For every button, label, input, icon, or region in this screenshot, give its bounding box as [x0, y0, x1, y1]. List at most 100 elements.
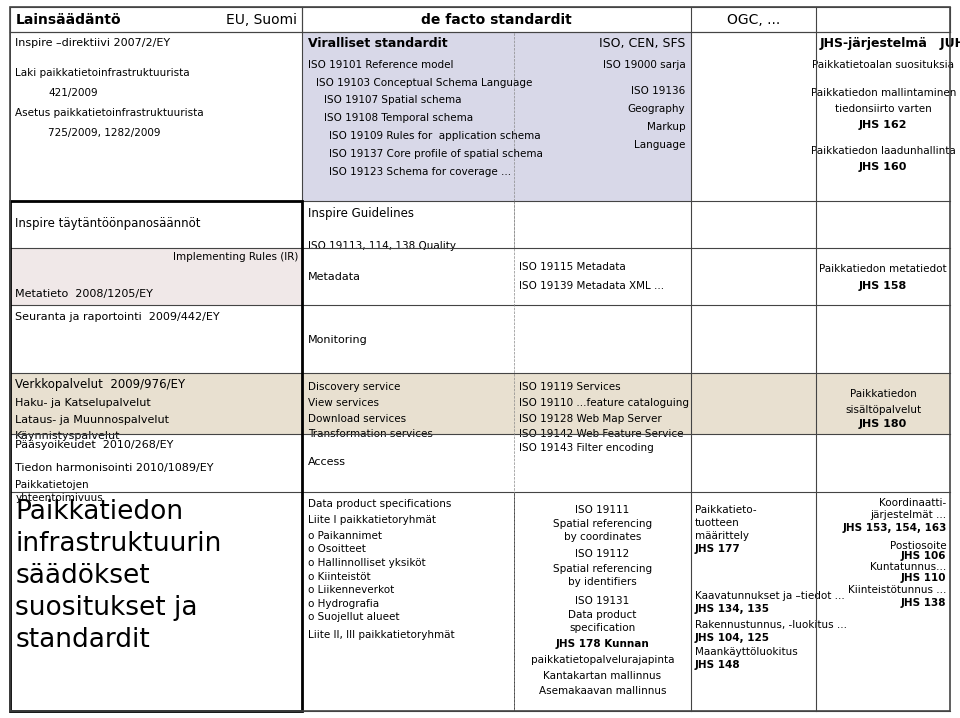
Bar — [691, 434, 816, 492]
Bar — [10, 492, 302, 711]
Bar — [10, 434, 302, 492]
Text: Haku- ja Katselupalvelut: Haku- ja Katselupalvelut — [15, 398, 151, 408]
Text: Inspire –direktiivi 2007/2/EY: Inspire –direktiivi 2007/2/EY — [15, 38, 171, 48]
Text: ISO 19137 Core profile of spatial schema: ISO 19137 Core profile of spatial schema — [329, 149, 543, 159]
Text: Kaavatunnukset ja –tiedot ...: Kaavatunnukset ja –tiedot ... — [695, 591, 845, 601]
Text: JHS 180: JHS 180 — [859, 419, 907, 429]
Bar — [302, 305, 691, 373]
Text: ISO 19136: ISO 19136 — [631, 86, 685, 96]
Bar — [10, 32, 302, 201]
Bar — [816, 32, 950, 201]
Text: Markup: Markup — [647, 122, 685, 132]
Text: ISO, CEN, SFS: ISO, CEN, SFS — [599, 37, 685, 50]
Bar — [302, 201, 691, 248]
Text: Lataus- ja Muunnospalvelut: Lataus- ja Muunnospalvelut — [15, 415, 169, 425]
Bar — [302, 373, 691, 434]
Text: specification: specification — [569, 623, 636, 633]
Text: ISO 19000 sarja: ISO 19000 sarja — [603, 60, 685, 70]
Bar — [302, 32, 691, 201]
Text: ISO 19112: ISO 19112 — [575, 549, 630, 559]
Text: JHS 160: JHS 160 — [859, 162, 907, 172]
Text: Paikkatietojen: Paikkatietojen — [15, 480, 89, 490]
Text: Kuntatunnus...: Kuntatunnus... — [871, 562, 947, 572]
Text: ISO 19123 Schema for coverage ...: ISO 19123 Schema for coverage ... — [329, 167, 512, 177]
Text: Seuranta ja raportointi  2009/442/EY: Seuranta ja raportointi 2009/442/EY — [15, 312, 220, 322]
Text: JHS 162: JHS 162 — [859, 120, 907, 130]
Text: ISO 19113, 114, 138 Quality ...: ISO 19113, 114, 138 Quality ... — [308, 241, 469, 251]
Text: Paikkatiedon mallintaminen: Paikkatiedon mallintaminen — [810, 88, 956, 98]
Text: Inspire Guidelines: Inspire Guidelines — [308, 207, 414, 220]
Text: JHS 178 Kunnan: JHS 178 Kunnan — [556, 639, 649, 649]
Bar — [10, 201, 302, 248]
Text: o Kiinteistöt: o Kiinteistöt — [308, 572, 371, 582]
Bar — [10, 248, 302, 305]
Bar — [10, 305, 302, 373]
Text: ISO 19107 Spatial schema: ISO 19107 Spatial schema — [324, 95, 461, 106]
Text: de facto standardit: de facto standardit — [421, 13, 572, 27]
Text: o Suojellut alueet: o Suojellut alueet — [308, 612, 399, 623]
Text: tiedonsiirto varten: tiedonsiirto varten — [835, 104, 931, 114]
Text: JHS 110: JHS 110 — [901, 573, 947, 583]
Text: Asetus paikkatietoinfrastruktuurista: Asetus paikkatietoinfrastruktuurista — [15, 108, 204, 118]
Text: Käynnistyspalvelut: Käynnistyspalvelut — [15, 431, 121, 441]
Text: o Paikannimet: o Paikannimet — [308, 531, 382, 541]
Text: Language: Language — [634, 140, 685, 150]
Text: JHS 106: JHS 106 — [901, 551, 947, 561]
Text: Implementing Rules (IR): Implementing Rules (IR) — [173, 252, 299, 262]
Text: Paikkatieto-: Paikkatieto- — [695, 505, 756, 515]
Text: Kantakartan mallinnus: Kantakartan mallinnus — [543, 671, 661, 681]
Text: Viralliset standardit: Viralliset standardit — [308, 37, 447, 50]
Text: JHS-järjestelmä   JUHTA: JHS-järjestelmä JUHTA — [820, 37, 960, 50]
Text: ISO 19109 Rules for  application schema: ISO 19109 Rules for application schema — [329, 131, 540, 141]
Bar — [691, 492, 816, 711]
Text: JHS 148: JHS 148 — [695, 660, 741, 670]
Text: ISO 19101 Reference model: ISO 19101 Reference model — [308, 60, 454, 70]
Bar — [816, 248, 950, 305]
Bar — [691, 201, 816, 248]
Text: Paikkatiedon: Paikkatiedon — [850, 389, 917, 399]
Text: ISO 19142 Web Feature Service: ISO 19142 Web Feature Service — [519, 429, 684, 439]
Text: ISO 19143 Filter encoding: ISO 19143 Filter encoding — [519, 443, 654, 453]
Text: Maankäyttöluokitus: Maankäyttöluokitus — [695, 647, 798, 657]
Text: Data product: Data product — [568, 610, 636, 620]
Text: ISO 19131: ISO 19131 — [575, 596, 630, 606]
Text: View services: View services — [308, 398, 379, 408]
Text: Kiinteistötunnus ...: Kiinteistötunnus ... — [849, 585, 947, 595]
Bar — [691, 248, 816, 305]
Bar — [302, 434, 691, 492]
Text: Asemakaavan mallinnus: Asemakaavan mallinnus — [539, 686, 666, 696]
Text: määrittely: määrittely — [695, 531, 749, 541]
Text: JHS 138: JHS 138 — [901, 598, 947, 608]
Text: Metatieto  2008/1205/EY: Metatieto 2008/1205/EY — [15, 289, 154, 299]
Text: Monitoring: Monitoring — [308, 335, 368, 345]
Bar — [514, 492, 691, 711]
Text: paikkatietopalvelurajapinta: paikkatietopalvelurajapinta — [531, 655, 674, 665]
Text: Verkkopalvelut  2009/976/EY: Verkkopalvelut 2009/976/EY — [15, 378, 185, 391]
Text: 421/2009: 421/2009 — [48, 88, 98, 98]
Bar — [816, 201, 950, 248]
Text: Paikkatietoalan suosituksia: Paikkatietoalan suosituksia — [812, 60, 954, 70]
Text: Transformation services: Transformation services — [308, 429, 433, 439]
Text: EU, Suomi: EU, Suomi — [226, 13, 297, 27]
Text: Tiedon harmonisointi 2010/1089/EY: Tiedon harmonisointi 2010/1089/EY — [15, 463, 214, 473]
Text: Liite II, III paikkatietoryhmät: Liite II, III paikkatietoryhmät — [308, 630, 455, 640]
Text: ISO 19110 ...feature cataloguing: ISO 19110 ...feature cataloguing — [519, 398, 689, 408]
Bar — [816, 434, 950, 492]
Text: Download services: Download services — [308, 414, 406, 424]
Bar — [302, 248, 691, 305]
Text: JHS 134, 135: JHS 134, 135 — [695, 604, 770, 614]
Text: o Osoitteet: o Osoitteet — [308, 544, 366, 554]
Text: Geography: Geography — [628, 104, 685, 114]
Text: Spatial referencing: Spatial referencing — [553, 519, 652, 529]
Bar — [302, 492, 514, 711]
Text: Paikkatiedon laadunhallinta: Paikkatiedon laadunhallinta — [811, 146, 955, 156]
Text: JHS 153, 154, 163: JHS 153, 154, 163 — [842, 523, 947, 533]
Text: järjestelmät ...: järjestelmät ... — [871, 510, 947, 521]
Text: Data product specifications: Data product specifications — [308, 499, 451, 509]
Text: Access: Access — [308, 457, 347, 467]
Text: o Hydrografia: o Hydrografia — [308, 599, 379, 609]
Text: Liite I paikkatietoryhmät: Liite I paikkatietoryhmät — [308, 515, 436, 525]
Bar — [691, 305, 816, 373]
Text: Paikkatiedon
infrastruktuurin
säädökset
suositukset ja
standardit: Paikkatiedon infrastruktuurin säädökset … — [15, 499, 222, 653]
Text: OGC, ...: OGC, ... — [727, 13, 780, 27]
